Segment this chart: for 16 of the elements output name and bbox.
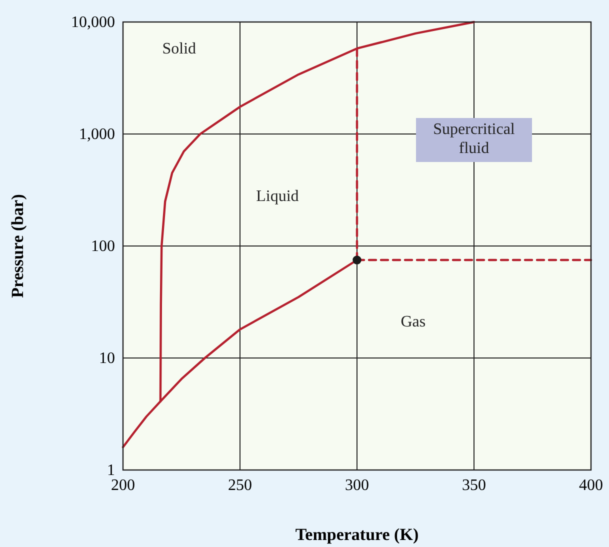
y-tick-label: 100	[91, 238, 115, 255]
x-tick-label: 350	[462, 477, 486, 494]
annotation: Solid	[162, 40, 196, 58]
y-tick-label: 10	[99, 350, 115, 367]
x-tick-label: 200	[111, 477, 135, 494]
annotation: Liquid	[256, 188, 299, 206]
y-tick-label: 1,000	[79, 126, 115, 143]
y-axis-title: Pressure (bar)	[8, 194, 27, 298]
x-axis-title: Temperature (K)	[295, 525, 419, 544]
x-tick-label: 250	[228, 477, 252, 494]
annotation: Supercritical fluid	[433, 121, 516, 157]
annotation: Gas	[400, 314, 426, 331]
x-tick-label: 400	[579, 477, 603, 494]
y-tick-label: 1	[107, 462, 115, 479]
y-tick-label: 10,000	[71, 14, 115, 31]
x-tick-label: 300	[345, 477, 369, 494]
